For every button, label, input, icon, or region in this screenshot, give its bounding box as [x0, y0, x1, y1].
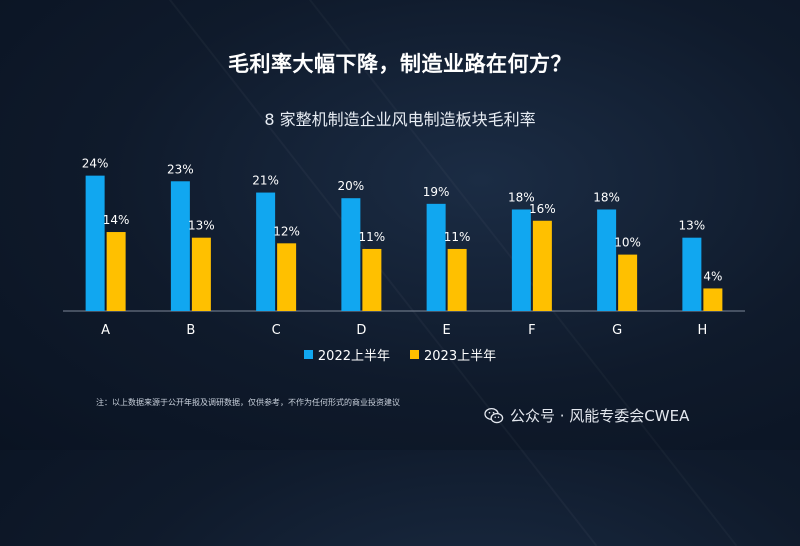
data-label-2023-G: 10%	[614, 236, 641, 250]
data-label-2023-B: 13%	[188, 219, 215, 233]
legend-item-2023: 2023上半年	[410, 345, 496, 364]
x-tick-label-C: C	[272, 323, 281, 338]
chart-title: 8 家整机制造企业风电制造板块毛利率	[264, 110, 536, 129]
bar-2023-C	[277, 243, 297, 311]
data-label-2022-F: 18%	[508, 190, 535, 204]
footnote: 注：以上数据来源于公开年报及调研数据，仅供参考，不作为任何形式的商业投资建议	[96, 398, 400, 407]
legend-swatch-2022	[303, 350, 313, 359]
bar-2023-E	[447, 248, 467, 311]
bar-2023-A	[106, 232, 126, 311]
data-label-2022-G: 18%	[593, 190, 620, 204]
legend-label-2023: 2023上半年	[424, 349, 497, 364]
data-label-2023-H: 4%	[703, 269, 722, 283]
data-label-2022-E: 19%	[423, 185, 450, 199]
bar-chart: 24%14%A23%13%B21%12%C20%11%D19%11%E18%16…	[63, 157, 745, 338]
watermark-text: 公众号 · 风能专委会CWEA	[510, 407, 690, 425]
data-label-2023-C: 12%	[273, 224, 300, 238]
bar-2023-D	[362, 248, 382, 311]
bar-2022-G	[597, 209, 617, 311]
watermark: 公众号 · 风能专委会CWEA	[484, 405, 689, 426]
bar-2022-F	[511, 209, 531, 311]
legend-swatch-2023	[410, 350, 419, 359]
x-tick-label-H: H	[697, 323, 707, 338]
chart-legend: 2022上半年 2023上半年	[0, 345, 800, 364]
data-label-2023-F: 16%	[529, 202, 556, 216]
data-label-2022-B: 23%	[167, 162, 194, 176]
bar-2023-B	[191, 237, 211, 311]
data-label-2023-D: 11%	[359, 230, 386, 244]
data-label-2022-A: 24%	[82, 157, 109, 171]
x-tick-label-A: A	[101, 323, 110, 338]
x-tick-label-F: F	[528, 323, 535, 338]
data-label-2022-C: 21%	[252, 174, 279, 188]
x-tick-label-B: B	[186, 323, 195, 338]
data-label-2023-E: 11%	[444, 230, 471, 244]
wechat-icon	[484, 407, 504, 423]
x-tick-label-E: E	[443, 323, 451, 338]
legend-item-2022: 2022上半年	[303, 345, 390, 364]
data-label-2022-D: 20%	[338, 179, 365, 193]
x-tick-label-D: D	[356, 323, 366, 338]
x-tick-label-G: G	[612, 323, 622, 338]
legend-label-2022: 2022上半年	[317, 349, 390, 364]
bar-2023-F	[532, 220, 552, 311]
bar-2022-A	[85, 175, 105, 311]
bar-2022-B	[170, 181, 190, 311]
bar-2022-H	[682, 237, 702, 311]
bar-2022-D	[341, 198, 361, 311]
data-label-2023-A: 14%	[103, 213, 130, 227]
page-headline: 毛利率大幅下降，制造业路在何方？	[228, 52, 572, 76]
bar-2022-C	[256, 192, 276, 311]
data-label-2022-H: 13%	[679, 219, 706, 233]
bar-2022-E	[426, 203, 446, 311]
bar-2023-G	[618, 254, 638, 311]
bar-2023-H	[703, 288, 723, 311]
